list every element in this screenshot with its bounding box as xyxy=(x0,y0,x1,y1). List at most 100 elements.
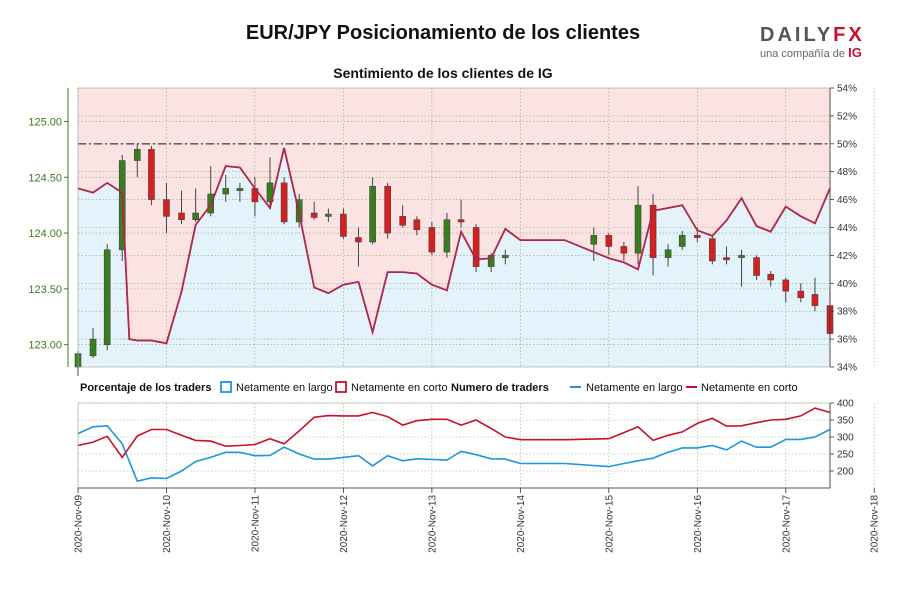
candle-down xyxy=(797,290,805,299)
candlestick xyxy=(811,277,819,312)
y-tick-label-right: 46% xyxy=(837,195,857,206)
y-tick-label-left: 125.00 xyxy=(28,116,62,128)
y-tick-label-left: 123.50 xyxy=(28,284,62,296)
logo-wordmark: DAILYFX xyxy=(760,24,870,46)
candlestick xyxy=(280,177,288,225)
candle-down xyxy=(472,227,480,267)
candle-down xyxy=(649,204,657,258)
main-plot-series xyxy=(74,143,834,376)
candlestick xyxy=(148,146,155,206)
candlestick xyxy=(753,255,760,280)
candlestick xyxy=(163,182,170,234)
candlestick xyxy=(723,246,730,265)
legend-long-swatch xyxy=(220,381,232,393)
long-sentiment-edge xyxy=(77,147,831,344)
x-axis: 2020-Nov-09 2020-Nov-10 2020-Nov-11 2020-No… xyxy=(74,488,881,553)
x-tick-label: 2020-Nov-15 xyxy=(604,495,615,553)
candle-down xyxy=(310,212,318,218)
logo-tagline: una compañía de IG xyxy=(760,46,870,61)
candlestick xyxy=(502,249,509,265)
candlestick xyxy=(782,277,790,303)
lower-y-tick-label: 200 xyxy=(837,467,854,478)
candlestick xyxy=(133,143,141,178)
candlestick xyxy=(384,182,391,239)
candle-down xyxy=(753,257,760,276)
candlestick xyxy=(457,199,465,228)
traders-long-line xyxy=(77,424,831,483)
short-sentiment-line xyxy=(77,147,831,345)
y-tick-label-right: 38% xyxy=(837,307,857,318)
logo-tagline-b: IG xyxy=(848,45,862,60)
candlestick xyxy=(192,188,199,222)
traders-short-line xyxy=(77,407,831,459)
candle-down xyxy=(605,235,613,247)
y-tick-label-right: 48% xyxy=(837,167,857,178)
candle-down xyxy=(384,185,391,234)
candle-down xyxy=(709,238,716,262)
candlestick xyxy=(413,216,421,236)
candlestick xyxy=(340,208,347,239)
lower-plot-grid xyxy=(78,402,830,472)
lower-y-tick-label: 300 xyxy=(837,433,854,444)
lower-plot-series xyxy=(77,407,831,483)
candle-up xyxy=(369,185,376,243)
x-tick-label: 2020-Nov-16 xyxy=(693,495,704,553)
candle-up xyxy=(192,212,199,220)
candlestick xyxy=(709,235,716,265)
candle-down xyxy=(620,246,628,254)
legend-short-label: Netamente en corto xyxy=(351,382,448,394)
candlestick xyxy=(236,182,244,202)
candlestick xyxy=(634,186,642,265)
candle-up xyxy=(502,255,509,258)
logo-tagline-a: una compañía de xyxy=(760,48,849,60)
candle-down xyxy=(811,294,819,306)
candle-up xyxy=(664,249,672,258)
candle-up xyxy=(634,204,642,254)
candle-down xyxy=(693,235,701,238)
candle-down xyxy=(782,279,790,292)
lower-plot-axes: 200 250 300 350 400 xyxy=(77,399,854,489)
y-tick-label-left: 124.50 xyxy=(28,172,62,184)
candle-up xyxy=(133,149,141,161)
candle-up xyxy=(236,188,244,191)
legend-count-title: Numero de traders xyxy=(451,382,549,394)
candlestick xyxy=(222,175,230,202)
x-tick-label: 2020-Nov-13 xyxy=(427,495,438,553)
candle-down xyxy=(148,149,155,200)
candlestick xyxy=(89,327,97,359)
y-tick-label-right: 54% xyxy=(837,84,857,95)
candlestick xyxy=(472,224,480,273)
legend-line-long-label: Netamente en largo xyxy=(586,382,683,394)
lower-y-tick-label: 350 xyxy=(837,416,854,427)
x-tick-label: 2020-Nov-12 xyxy=(339,495,350,553)
candle-down xyxy=(163,199,170,217)
main-plot-axes: 34% 36% 38% 40% 42% 44% 46% 48% 50% 52% 54% 123.00 1… xyxy=(28,84,857,374)
candlestick xyxy=(767,271,775,287)
legend-long-label: Netamente en largo xyxy=(236,382,333,394)
y-tick-label-left: 123.00 xyxy=(28,340,62,352)
candlestick xyxy=(103,244,111,351)
candle-down xyxy=(413,219,421,231)
candlestick xyxy=(649,194,657,276)
x-tick-label: 2020-Nov-10 xyxy=(162,495,173,553)
candle-down xyxy=(355,237,362,243)
legend-short-swatch xyxy=(335,381,347,393)
candle-down xyxy=(723,257,730,261)
candle-down xyxy=(280,182,288,223)
chart-subtitle: Sentimiento de los clientes de IG xyxy=(333,65,553,81)
y-tick-label-right: 52% xyxy=(837,111,857,122)
candlestick xyxy=(178,190,185,225)
candlestick xyxy=(355,227,362,267)
x-tick-label: 2020-Nov-18 xyxy=(870,495,881,553)
y-tick-label-right: 44% xyxy=(837,223,857,234)
legend: Porcentaje de los traders Netamente en la… xyxy=(80,381,798,394)
candle-up xyxy=(443,219,451,253)
candlestick xyxy=(664,244,672,267)
candle-down xyxy=(767,274,775,281)
lower-y-tick-label: 250 xyxy=(837,450,854,461)
legend-line-short-label: Netamente en corto xyxy=(701,382,798,394)
lower-plot-frame xyxy=(77,402,831,489)
x-tick-label: 2020-Nov-17 xyxy=(781,495,792,553)
candle-down xyxy=(178,212,185,220)
